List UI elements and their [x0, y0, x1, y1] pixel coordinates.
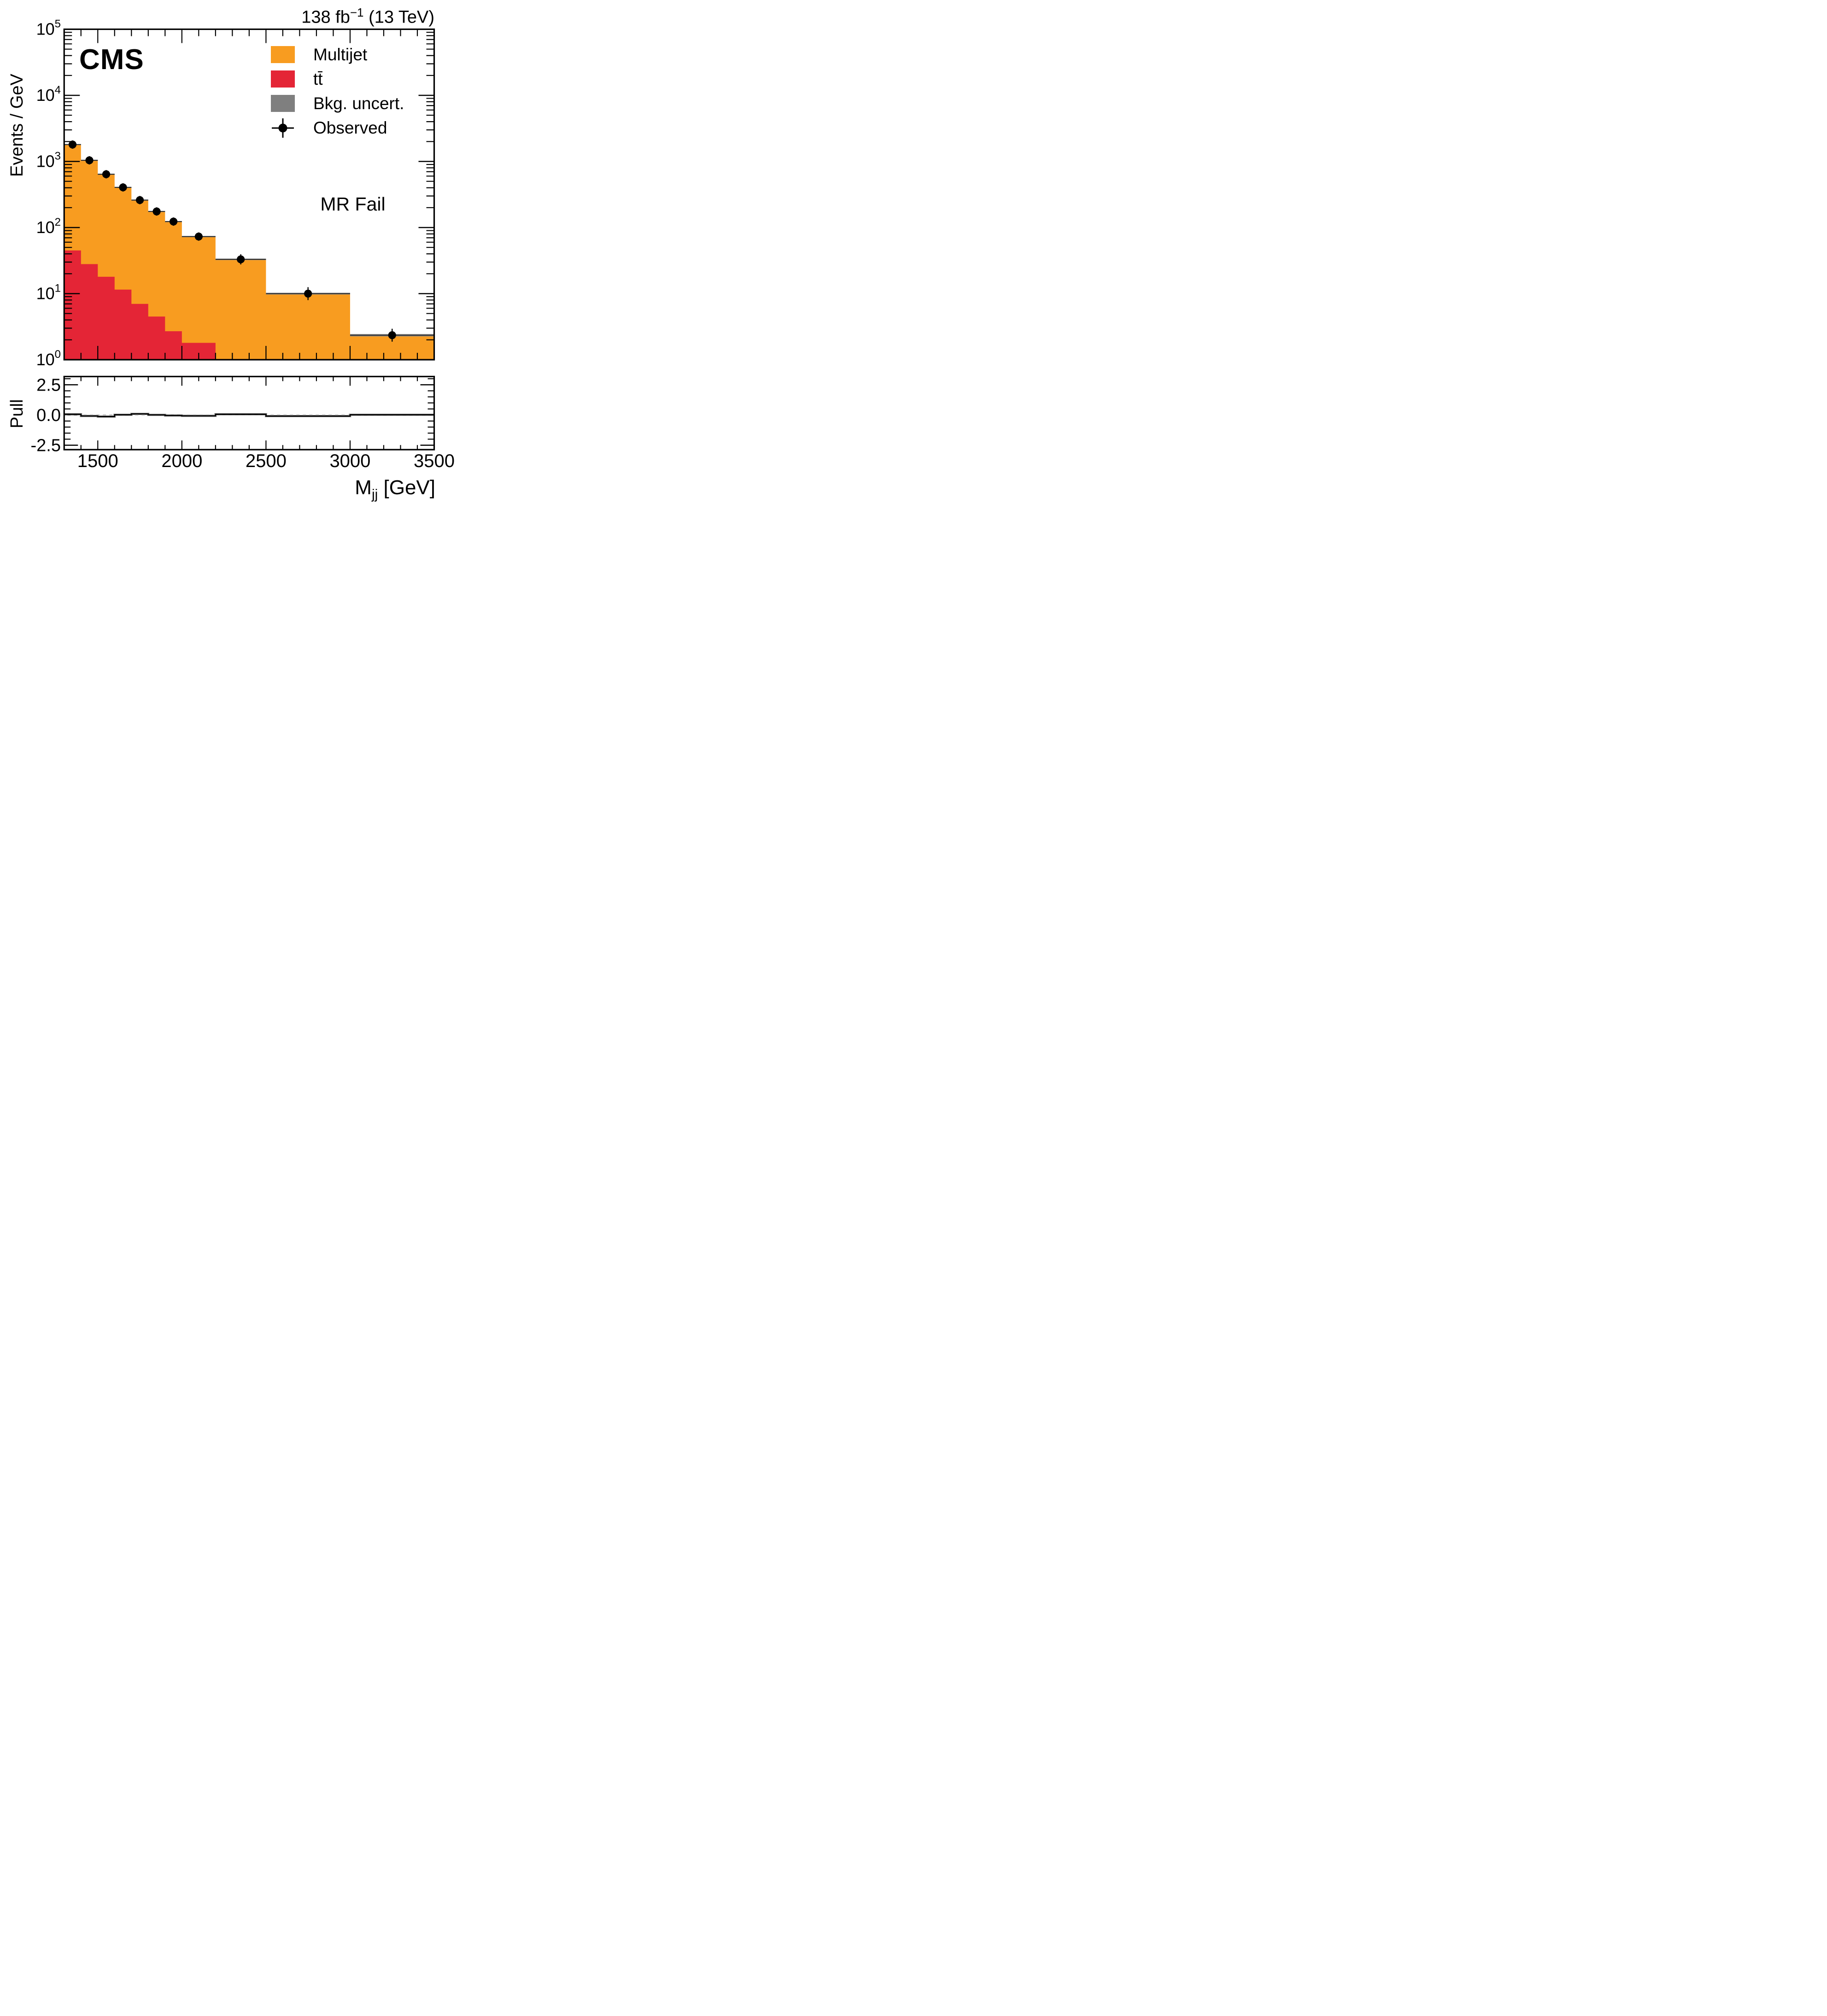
svg-text:3000: 3000 [329, 451, 370, 471]
x-axis-title-unit: [GeV] [378, 476, 436, 499]
ttbar-histogram [64, 250, 216, 360]
luminosity-label: 138 fb−1 (13 TeV) [301, 6, 434, 28]
experiment-label: CMS [79, 44, 144, 76]
multijet-histogram [64, 144, 434, 360]
svg-text:103: 103 [36, 150, 61, 171]
y-axis-title: Events / GeV [7, 74, 27, 177]
svg-text:102: 102 [36, 216, 61, 237]
chart-canvas: 100 101 102 103 104 105 1500 2000 2500 3000 3500 2.… [31, 18, 455, 472]
x-axis-title-main: M [355, 476, 372, 499]
legend-label-observed: Observed [313, 118, 387, 137]
svg-text:105: 105 [36, 18, 61, 39]
bkg-uncert-swatch [271, 95, 295, 112]
svg-text:1500: 1500 [77, 451, 118, 471]
y-tick-labels: 100 101 102 103 104 105 [36, 18, 61, 369]
svg-text:2000: 2000 [161, 451, 202, 471]
legend-item-bkg-uncert: Bkg. uncert. [271, 91, 404, 116]
region-label: MR Fail [320, 193, 386, 215]
observed-marker-icon [272, 118, 294, 138]
svg-text:2.5: 2.5 [36, 375, 61, 395]
main-plot-frame [63, 28, 435, 361]
svg-text:3500: 3500 [414, 451, 455, 471]
axis-ticks [64, 29, 434, 450]
legend-label-ttbar: tt̄ [313, 69, 323, 88]
svg-text:100: 100 [36, 348, 61, 369]
svg-text:101: 101 [36, 282, 61, 303]
svg-text:2500: 2500 [246, 451, 287, 471]
svg-text:0.0: 0.0 [36, 406, 61, 425]
pull-tick-labels: 2.5 0.0 -2.5 [31, 375, 61, 455]
luminosity-value: 138 fb [301, 7, 350, 27]
svg-text:-2.5: -2.5 [31, 436, 61, 456]
observed-points [68, 140, 396, 342]
svg-text:104: 104 [36, 84, 61, 105]
legend-item-ttbar: tt̄ [271, 67, 404, 91]
legend-item-multijet: Multijet [271, 42, 404, 67]
legend-label-bkg-uncert: Bkg. uncert. [313, 93, 404, 113]
legend-item-observed: Observed [271, 116, 404, 140]
ttbar-swatch [271, 70, 295, 88]
multijet-swatch [271, 46, 295, 63]
pull-axis-title: Pull [7, 399, 27, 428]
x-axis-title-sub: jj [371, 486, 378, 502]
energy-value: (13 TeV) [363, 7, 434, 27]
legend: Multijet tt̄ Bkg. uncert. Observed [271, 42, 404, 140]
x-axis-title: Mjj [GeV] [355, 476, 435, 503]
x-tick-labels: 1500 2000 2500 3000 3500 [77, 451, 455, 471]
pull-step-line [64, 413, 434, 417]
luminosity-exponent: −1 [350, 6, 364, 19]
cms-histogram-figure: 100 101 102 103 104 105 1500 2000 2500 3000 3500 2.… [0, 0, 457, 504]
pull-plot-frame [63, 375, 435, 450]
legend-label-multijet: Multijet [313, 45, 368, 64]
